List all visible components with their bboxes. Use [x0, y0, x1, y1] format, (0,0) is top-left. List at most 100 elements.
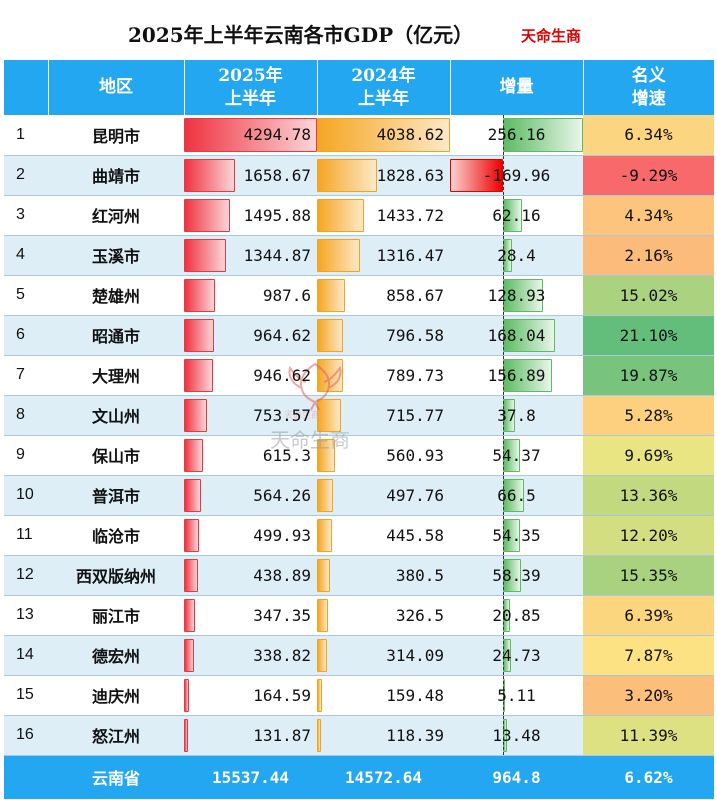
increase-axis — [503, 315, 505, 355]
increase-value: 168.04 — [487, 325, 546, 345]
row-rate: 19.87% — [583, 355, 714, 396]
table-body: 1 昆明市 4294.78 4038.62 256.16 6.34% 2 曲靖市 1658.67… — [4, 115, 714, 756]
prev-databar — [317, 198, 365, 232]
prev-databar — [317, 358, 343, 392]
cur-databar — [184, 358, 214, 392]
row-inc-cell: 37.8 — [450, 395, 583, 436]
row-cur-cell: 131.87 — [184, 715, 317, 756]
row-prev-cell: 1828.63 — [317, 155, 450, 196]
total-name: 云南省 — [48, 755, 184, 799]
cur-value: 964.62 — [253, 325, 311, 345]
row-region-name: 迪庆州 — [48, 675, 184, 716]
row-rank: 1 — [4, 115, 48, 156]
cur-value: 1344.87 — [243, 245, 311, 265]
cur-databar — [184, 598, 195, 632]
row-prev-cell: 715.77 — [317, 395, 450, 436]
cur-value: 946.62 — [253, 365, 311, 385]
cur-value: 499.93 — [253, 525, 311, 545]
header-cur: 2025年 上半年 — [184, 60, 318, 115]
row-rank: 2 — [4, 155, 48, 196]
row-prev-cell: 1433.72 — [317, 195, 450, 236]
prev-value: 314.09 — [386, 645, 444, 665]
increase-value: -169.96 — [482, 165, 551, 185]
row-rank: 11 — [4, 515, 48, 556]
row-region-name: 临沧市 — [48, 515, 184, 556]
table-row: 15 迪庆州 164.59 159.48 5.11 3.20% — [4, 675, 714, 716]
row-cur-cell: 347.35 — [184, 595, 317, 636]
increase-axis — [503, 635, 505, 675]
row-rate: 11.39% — [583, 715, 714, 756]
table-row: 13 丽江市 347.35 326.5 20.85 6.39% — [4, 595, 714, 636]
cur-databar — [184, 318, 214, 352]
increase-axis — [503, 435, 505, 475]
row-inc-cell: 28.4 — [450, 235, 583, 276]
table-row: 16 怒江州 131.87 118.39 13.48 11.39% — [4, 715, 714, 756]
row-rate: 2.16% — [583, 235, 714, 276]
cur-value: 164.59 — [253, 685, 311, 705]
prev-databar — [317, 438, 336, 472]
row-prev-cell: 858.67 — [317, 275, 450, 316]
prev-value: 1828.63 — [376, 165, 444, 185]
increase-databar — [503, 278, 544, 312]
prev-value: 715.77 — [386, 405, 444, 425]
table-row: 11 临沧市 499.93 445.58 54.35 12.20% — [4, 515, 714, 556]
table-row: 9 保山市 615.3 560.93 54.37 9.69% — [4, 435, 714, 476]
row-rate: 13.36% — [583, 475, 714, 516]
row-prev-cell: 159.48 — [317, 675, 450, 716]
increase-axis — [503, 395, 505, 435]
prev-value: 789.73 — [386, 365, 444, 385]
header-cur-line2: 上半年 — [225, 88, 276, 109]
row-rank: 12 — [4, 555, 48, 596]
increase-value: 128.93 — [487, 285, 546, 305]
row-prev-cell: 796.58 — [317, 315, 450, 356]
row-cur-cell: 753.57 — [184, 395, 317, 436]
row-cur-cell: 987.6 — [184, 275, 317, 316]
cur-databar — [184, 678, 190, 712]
row-rate: 6.34% — [583, 115, 714, 156]
row-cur-cell: 338.82 — [184, 635, 317, 676]
cur-value: 438.89 — [253, 565, 311, 585]
table-row: 10 普洱市 564.26 497.76 66.5 13.36% — [4, 475, 714, 516]
row-region-name: 昭通市 — [48, 315, 184, 356]
row-region-name: 普洱市 — [48, 475, 184, 516]
prev-value: 796.58 — [386, 325, 444, 345]
row-region-name: 玉溪市 — [48, 235, 184, 276]
table-header-row: 地区 2025年 上半年 2024年 上半年 增量 名义 增速 — [4, 60, 714, 115]
prev-databar — [317, 598, 328, 632]
increase-value: 24.73 — [492, 645, 541, 665]
prev-databar — [317, 718, 321, 752]
increase-axis — [503, 715, 505, 755]
cur-databar — [184, 558, 198, 592]
row-inc-cell: 256.16 — [450, 115, 583, 156]
increase-axis — [503, 555, 505, 595]
row-rank: 9 — [4, 435, 48, 476]
prev-databar — [317, 398, 341, 432]
gdp-table: 地区 2025年 上半年 2024年 上半年 增量 名义 增速 1 昆明市 4294… — [4, 60, 714, 799]
row-prev-cell: 560.93 — [317, 435, 450, 476]
row-rate: 21.10% — [583, 315, 714, 356]
row-prev-cell: 4038.62 — [317, 115, 450, 156]
total-rate: 6.62% — [583, 755, 714, 799]
increase-axis — [503, 515, 505, 555]
row-inc-cell: 13.48 — [450, 715, 583, 756]
total-cur: 15537.44 — [184, 755, 317, 799]
row-inc-cell: -169.96 — [450, 155, 583, 196]
prev-databar — [317, 278, 346, 312]
increase-databar — [503, 318, 556, 352]
cur-value: 615.3 — [262, 445, 311, 465]
row-region-name: 西双版纳州 — [48, 555, 184, 596]
row-inc-cell: 20.85 — [450, 595, 583, 636]
header-prev-line1: 2024年 — [351, 65, 416, 86]
increase-value: 256.16 — [487, 125, 546, 145]
increase-value: 20.85 — [492, 605, 541, 625]
cur-databar — [184, 158, 236, 192]
cur-databar — [184, 638, 195, 672]
total-inc: 964.8 — [450, 755, 583, 799]
prev-value: 497.76 — [386, 485, 444, 505]
cur-databar — [184, 518, 200, 552]
prev-value: 118.39 — [386, 725, 444, 745]
increase-value: 13.48 — [492, 725, 541, 745]
row-rate: 5.28% — [583, 395, 714, 436]
row-inc-cell: 128.93 — [450, 275, 583, 316]
row-cur-cell: 164.59 — [184, 675, 317, 716]
